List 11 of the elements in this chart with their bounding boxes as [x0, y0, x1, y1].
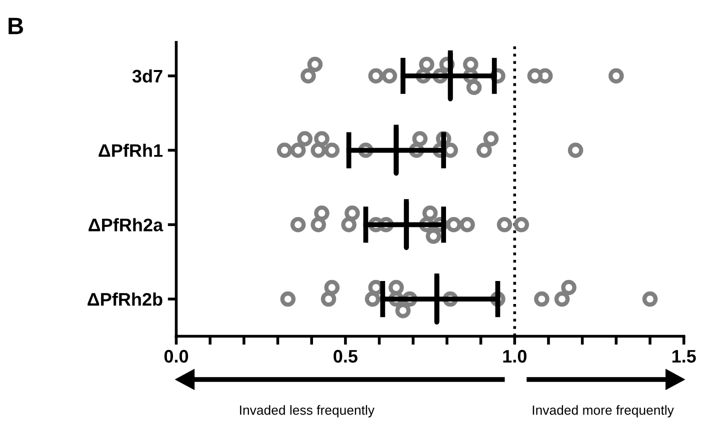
text: Invaded more frequently	[532, 405, 674, 418]
y-tick-label: 3d7	[132, 69, 162, 83]
x-tick-label: 1.5	[672, 350, 696, 363]
x-tick-label: 0.5	[334, 350, 358, 363]
x-tick-label: 1.0	[503, 350, 526, 363]
text: Invaded less frequently	[240, 405, 374, 418]
y-tick-label: ΔPfRh1	[98, 144, 163, 157]
y-tick-label: ΔPfRh2a	[88, 218, 164, 232]
x-tick-label: 0.0	[164, 350, 188, 363]
chart-title: B	[8, 18, 24, 34]
y-tick-label: ΔPfRh2b	[88, 292, 162, 306]
